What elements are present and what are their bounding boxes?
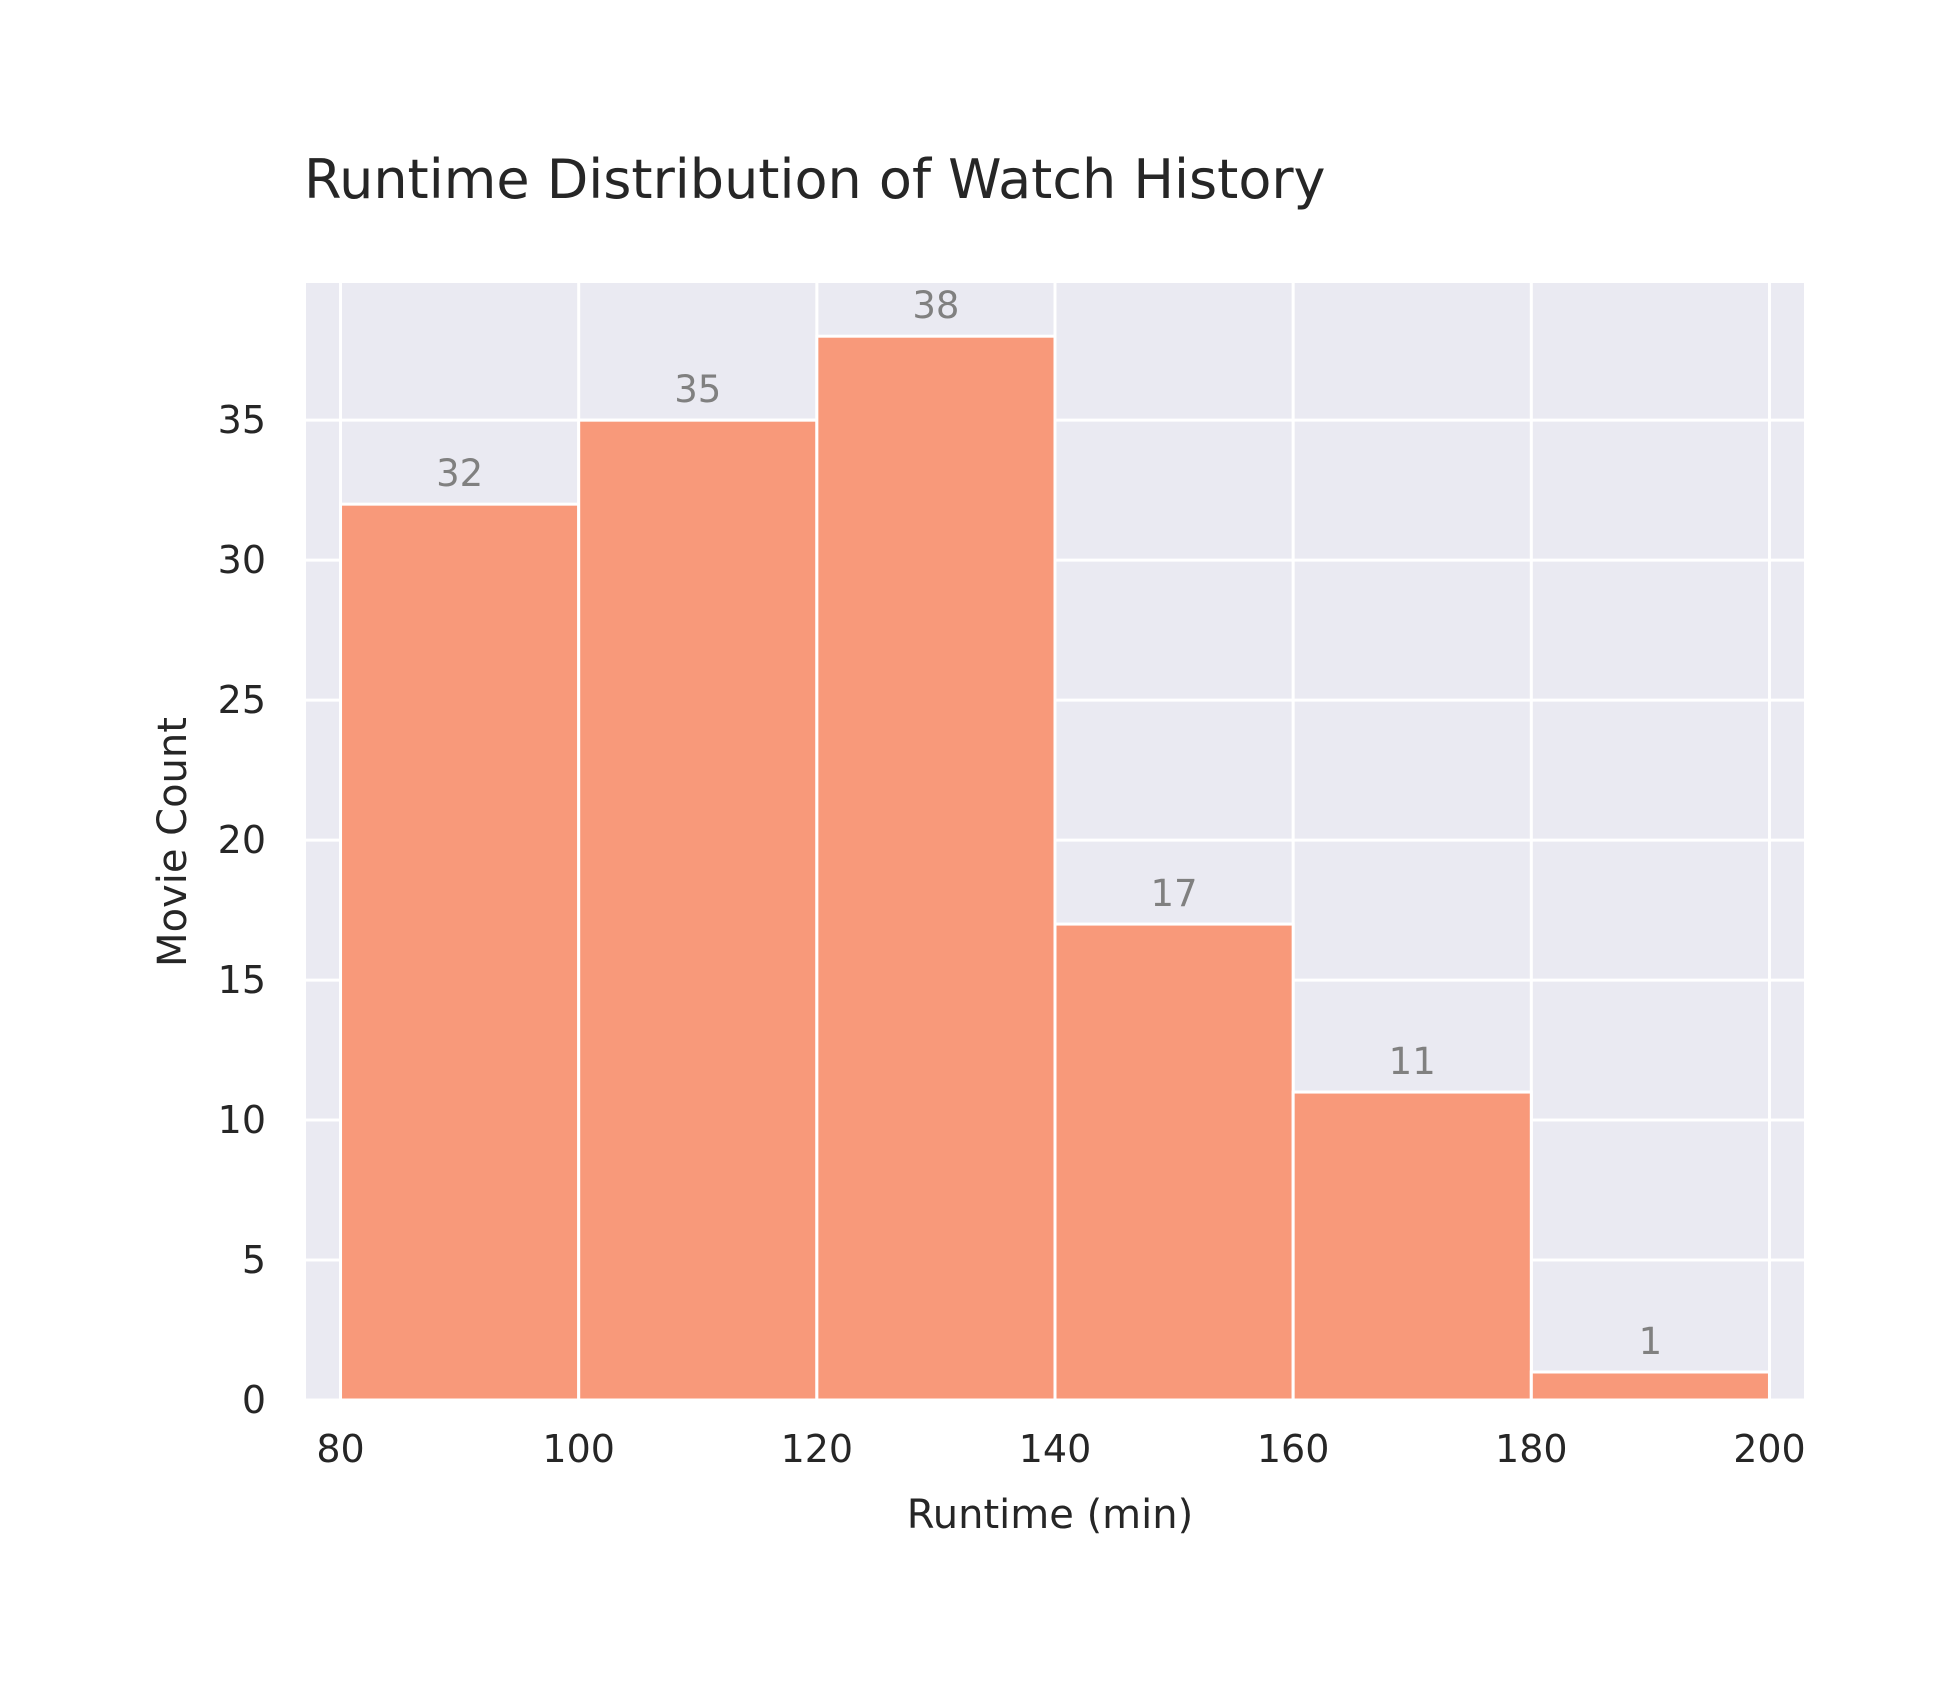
x-axis-label: Runtime (min) (907, 1492, 1193, 1538)
histogram-bar (815, 334, 1057, 1402)
x-tick-label: 180 (1495, 1427, 1568, 1471)
x-tick-label: 80 (316, 1427, 364, 1471)
y-tick-label: 5 (242, 1238, 266, 1282)
y-tick-label: 30 (218, 538, 266, 582)
y-axis-label: Movie Count (150, 717, 196, 967)
x-tick-label: 120 (781, 1427, 854, 1471)
y-tick-labels: 0 5 10 15 20 25 30 35 (218, 398, 266, 1422)
y-tick-label: 10 (218, 1098, 266, 1142)
y-tick-label: 20 (218, 818, 266, 862)
x-tick-labels: 80 100 120 140 160 180 200 (316, 1427, 1805, 1471)
histogram-bar (577, 418, 819, 1402)
bar-value-label: 32 (436, 452, 483, 495)
histogram-bar (1291, 1090, 1533, 1402)
bar-value-label: 17 (1151, 872, 1198, 915)
bars (339, 334, 1771, 1402)
y-tick-label: 35 (218, 398, 266, 442)
x-tick-label: 160 (1257, 1427, 1330, 1471)
y-tick-label: 15 (218, 958, 266, 1002)
x-tick-label: 100 (542, 1427, 615, 1471)
histogram-bar (1053, 922, 1295, 1402)
histogram-bar (1529, 1370, 1771, 1402)
bar-value-label: 1 (1639, 1320, 1663, 1363)
bar-value-label: 38 (912, 284, 959, 327)
bar-value-label: 35 (674, 368, 721, 411)
y-tick-label: 0 (242, 1378, 266, 1422)
histogram-bar (339, 502, 581, 1402)
x-tick-label: 200 (1733, 1427, 1806, 1471)
y-tick-label: 25 (218, 678, 266, 722)
x-tick-label: 140 (1019, 1427, 1092, 1471)
bar-value-label: 11 (1389, 1040, 1436, 1083)
chart-title: Runtime Distribution of Watch History (304, 148, 1326, 211)
